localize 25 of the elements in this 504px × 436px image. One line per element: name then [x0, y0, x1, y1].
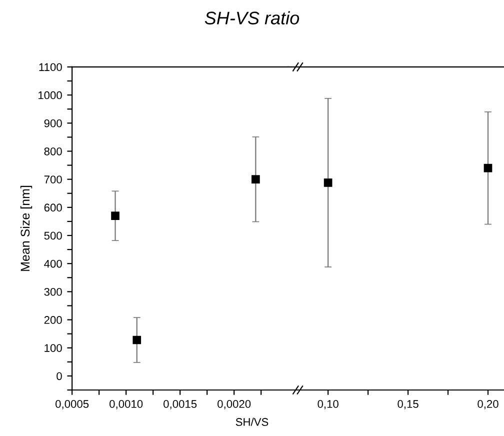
y-tick-label: 400 — [44, 260, 62, 268]
y-tick-label: 1000 — [38, 91, 62, 100]
x-tick-label: 0,0005 — [56, 400, 89, 410]
y-tick-label: 500 — [44, 232, 62, 240]
x-axis-title: SH/VS — [236, 418, 268, 426]
y-axis-title: Mean Size [nm] — [20, 186, 32, 271]
y-tick-label: 1100 — [39, 63, 62, 72]
y-tick-label: 900 — [44, 119, 62, 128]
y-tick-label: 700 — [44, 176, 62, 184]
x-tick-label: 0,0020 — [218, 400, 251, 410]
point — [111, 212, 120, 220]
y-tick-label: 600 — [44, 204, 62, 212]
x-tick-label: 0,20 — [478, 400, 498, 410]
x-tick-label: 0,0015 — [164, 400, 197, 410]
y-tick-label: 800 — [44, 147, 62, 156]
point — [132, 336, 142, 344]
point — [252, 175, 260, 184]
x-tick-label: 0,15 — [398, 400, 418, 410]
y-tick-label: 0 — [56, 372, 62, 380]
y-tick-label: 200 — [44, 316, 62, 324]
y-tick-label: 300 — [44, 288, 62, 296]
y-tick-label: 100 — [44, 344, 62, 352]
x-tick-label: 0,0010 — [110, 400, 143, 410]
chart-title: SH-VS ratio — [204, 11, 300, 24]
x-tick-label: 0,10 — [318, 400, 338, 410]
